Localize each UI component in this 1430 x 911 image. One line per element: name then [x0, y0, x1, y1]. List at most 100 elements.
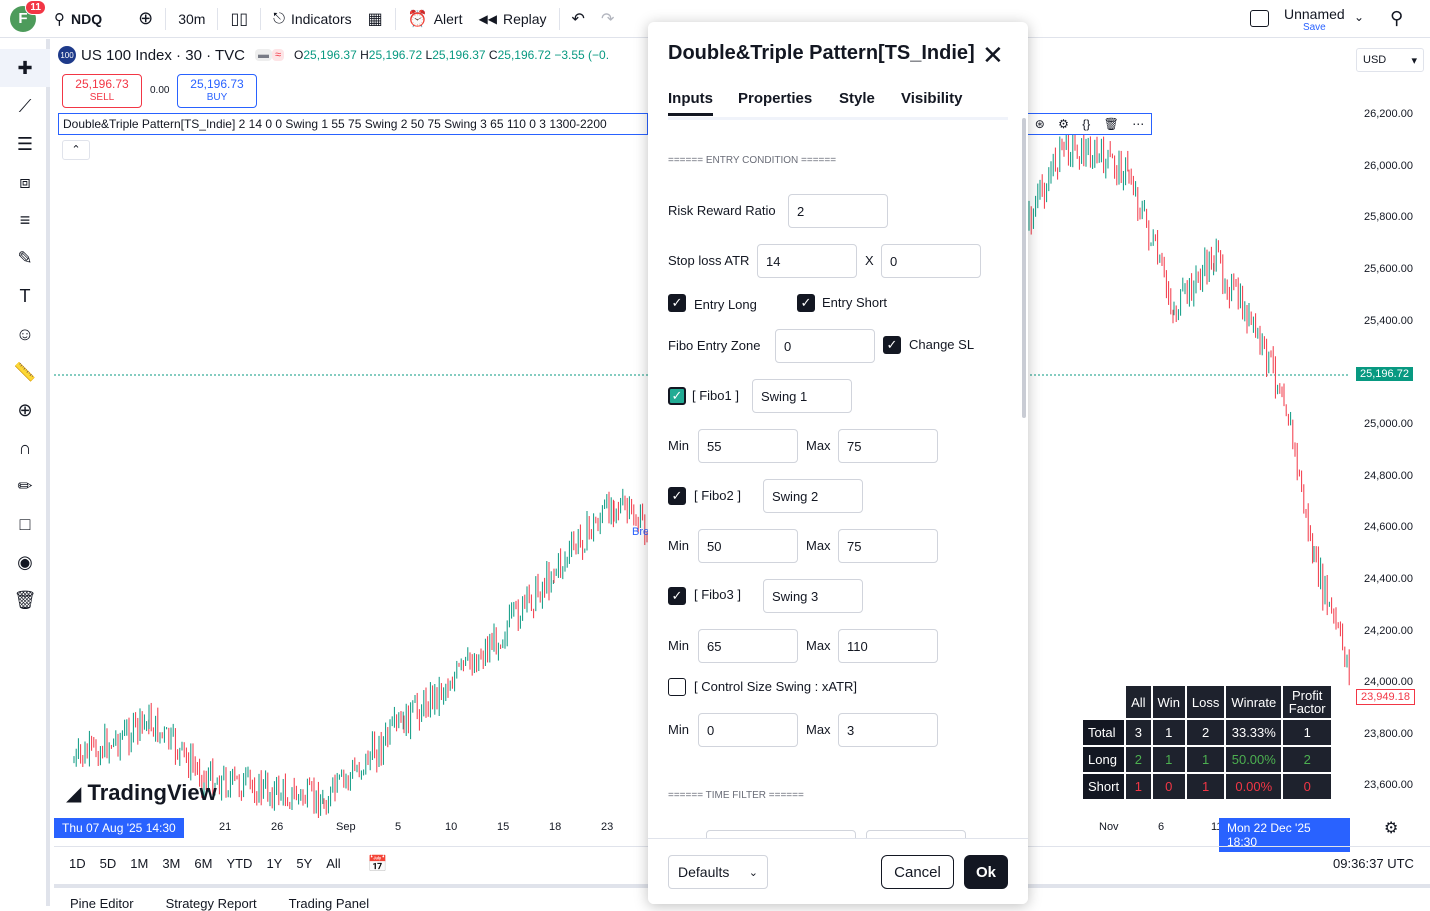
horizontal-lines-icon[interactable]: ☰ [16, 133, 34, 154]
fibo3-min-input[interactable]: 65 [698, 629, 798, 663]
trash-icon[interactable]: 🗑 [1103, 117, 1119, 131]
stay-drawing-icon[interactable]: ✏ [17, 475, 33, 496]
tab-trading-panel[interactable]: Trading Panel [288, 896, 370, 911]
chevron-down-icon[interactable]: ⌄ [1354, 10, 1365, 24]
tab-visibility[interactable]: Visibility [901, 90, 963, 107]
chart-type-button[interactable]: ▯▯ [222, 0, 256, 38]
range-1y[interactable]: 1Y [266, 856, 283, 871]
tab-strategy-report[interactable]: Strategy Report [165, 896, 257, 911]
clock[interactable]: 09:36:37 UTC [1333, 856, 1414, 871]
range-ytd[interactable]: YTD [226, 856, 253, 871]
currency-select[interactable]: USD ▾ [1356, 48, 1424, 72]
range-all[interactable]: All [326, 856, 341, 871]
more-icon[interactable]: ⋯ [1132, 117, 1145, 131]
open-value: 25,196.37 [303, 48, 357, 62]
stats-header: Win [1150, 684, 1187, 720]
fullscreen-icon[interactable] [1250, 10, 1269, 27]
control-max-input[interactable]: 3 [838, 713, 938, 747]
magnet-icon[interactable]: ∩ [18, 437, 32, 458]
defaults-dropdown[interactable]: Defaults ⌄ [668, 855, 768, 889]
tab-inputs[interactable]: Inputs [668, 90, 713, 116]
cancel-button[interactable]: Cancel [881, 855, 954, 889]
fibo2-min-input[interactable]: 50 [698, 529, 798, 563]
buy-button[interactable]: 25,196.73 BUY [177, 74, 257, 108]
fibo3-checkbox[interactable]: ✓ [668, 587, 686, 605]
redo-button[interactable]: ↷ [593, 0, 622, 38]
divider [165, 7, 167, 30]
range-3m[interactable]: 3M [162, 856, 181, 871]
indicators-button[interactable]: ⎋ Indicators [273, 10, 352, 27]
price-axis[interactable]: USD ▾ 26,200.00 26,000.00 25,800.00 25,600.0… [1350, 42, 1430, 838]
range-6m[interactable]: 6M [194, 856, 213, 871]
entry-long-checkbox[interactable]: ✓ [668, 294, 686, 312]
eye-icon[interactable]: ◉ [17, 551, 33, 572]
trash-icon[interactable]: 🗑 [13, 589, 37, 610]
session-end-input[interactable] [866, 830, 966, 838]
interval-button[interactable]: 30m [178, 10, 206, 27]
layout-name-button[interactable]: Unnamed Save [1284, 6, 1345, 33]
entry-short-checkbox[interactable]: ✓ [797, 294, 815, 312]
source-code-icon[interactable]: ⊛ [1034, 117, 1045, 131]
scrollbar[interactable] [1022, 118, 1026, 418]
fibo2-max-input[interactable]: 75 [838, 529, 938, 563]
calendar-icon[interactable]: 📅 [367, 855, 388, 873]
zoom-icon[interactable]: ⊕ [17, 399, 33, 420]
change-value: −3.55 (−0. [554, 48, 610, 62]
fib-icon[interactable]: ≡ [19, 209, 31, 230]
undo-button[interactable]: ↶ [564, 0, 593, 38]
brush-icon[interactable]: ✎ [17, 247, 33, 268]
fibo1-max-input[interactable]: 75 [838, 429, 938, 463]
close-icon[interactable]: ✕ [982, 40, 1004, 70]
stats-header: Profit Factor [1281, 684, 1334, 720]
symbol-legend: 100 US 100 Index · 30 · TVC ▬ ≈ O25,196.… [58, 46, 609, 64]
settings-icon[interactable]: ⚙ [1384, 820, 1399, 837]
risk-reward-input[interactable]: 2 [788, 194, 888, 228]
settings-icon[interactable]: ⚙ [1058, 117, 1069, 131]
fibo3-max-input[interactable]: 110 [838, 629, 938, 663]
change-sl-checkbox[interactable]: ✓ [883, 336, 901, 354]
range-5y[interactable]: 5Y [296, 856, 313, 871]
low-value: 25,196.37 [432, 48, 486, 62]
control-size-checkbox[interactable] [668, 678, 686, 696]
lock-icon[interactable]: □ [19, 513, 31, 534]
trend-line-icon[interactable]: ⟋ [18, 95, 32, 116]
fibo1-checkbox[interactable]: ✓ [668, 387, 686, 405]
fibo2-source-input[interactable]: Swing 2 [763, 479, 863, 513]
alert-button[interactable]: ⏰ Alert [407, 10, 463, 28]
time-start-tag: Thu 07 Aug '25 14:30 [54, 818, 184, 838]
fibo1-source-input[interactable]: Swing 1 [752, 379, 852, 413]
control-min-input[interactable]: 0 [698, 713, 798, 747]
fibo-entry-zone-input[interactable]: 0 [775, 329, 875, 363]
symbol-search-button[interactable]: ⚲ NDQ [54, 10, 103, 28]
stats-header: Loss [1184, 684, 1227, 720]
templates-button[interactable]: ▦ [360, 0, 391, 38]
fibo3-source-input[interactable]: Swing 3 [763, 579, 863, 613]
pattern-icon[interactable]: ⧈ [19, 171, 31, 192]
session-start-input[interactable] [706, 830, 856, 838]
fibo2-checkbox[interactable]: ✓ [668, 487, 686, 505]
compare-symbol-button[interactable]: ⊕ [130, 0, 161, 38]
ok-button[interactable]: Ok [964, 855, 1008, 889]
quick-search-icon[interactable]: ⚲ [1390, 8, 1404, 28]
tab-style[interactable]: Style [839, 90, 875, 107]
range-1d[interactable]: 1D [69, 856, 86, 871]
stop-loss-multiplier-input[interactable]: 0 [881, 244, 981, 278]
user-avatar[interactable]: F 11 [10, 0, 46, 32]
fibo1-min-input[interactable]: 55 [698, 429, 798, 463]
crosshair-icon[interactable]: ✚ [0, 49, 50, 87]
indicator-legend[interactable]: Double&Triple Pattern[TS_Indie] 2 14 0 0… [58, 113, 648, 135]
chevron-down-icon: ▾ [1411, 55, 1417, 67]
sell-button[interactable]: 25,196.73 SELL [62, 74, 142, 108]
replay-button[interactable]: ◀◀ Replay [478, 10, 547, 27]
range-5d[interactable]: 5D [99, 856, 117, 871]
tab-pine-editor[interactable]: Pine Editor [70, 896, 134, 911]
emoji-icon[interactable]: ☺ [15, 323, 35, 344]
tab-properties[interactable]: Properties [738, 90, 813, 107]
inputs-panel: ====== ENTRY CONDITION ====== Risk Rewar… [648, 132, 1028, 838]
ruler-icon[interactable]: 📏 [13, 361, 37, 382]
stop-loss-atr-input[interactable]: 14 [757, 244, 857, 278]
text-icon[interactable]: T [19, 285, 31, 306]
range-1m[interactable]: 1M [130, 856, 149, 871]
braces-icon[interactable]: {} [1082, 117, 1091, 131]
collapse-legend-button[interactable]: ⌃ [62, 140, 90, 160]
